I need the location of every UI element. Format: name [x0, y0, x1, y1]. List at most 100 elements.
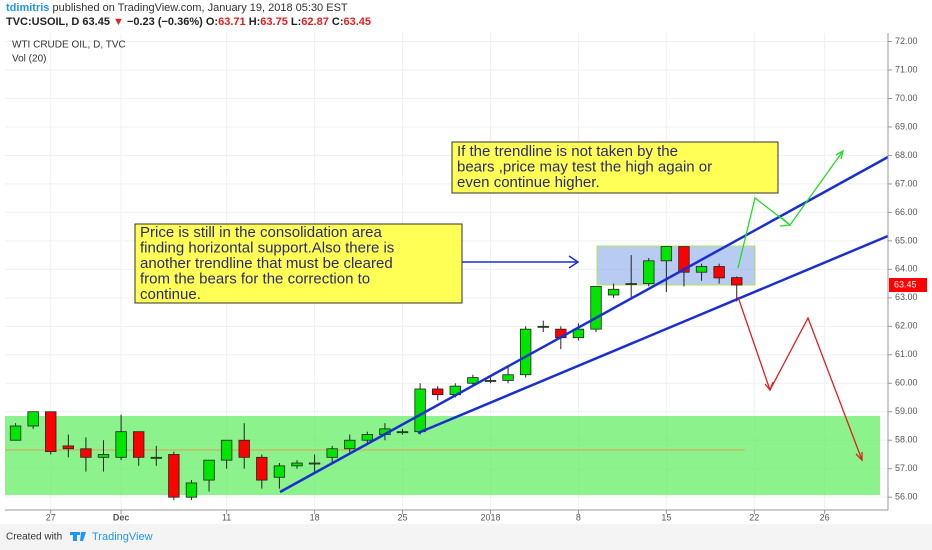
candle-body	[607, 288, 620, 296]
candle-body	[97, 454, 110, 458]
annotation-text: bears ,price may test the high again or	[457, 158, 712, 175]
x-tick-label: 26	[820, 512, 830, 522]
last-price-label: 63.45	[894, 279, 917, 289]
y-tick-label: 62.00	[895, 321, 918, 331]
bear-path	[737, 296, 863, 461]
brand-logo	[70, 532, 86, 541]
last-price-tag	[889, 278, 927, 293]
open-value: 63.71	[218, 16, 246, 28]
candle-body	[256, 456, 268, 481]
candle-body	[660, 246, 673, 262]
y-tick-label: 69.00	[895, 121, 918, 131]
candle-body	[484, 380, 497, 382]
candle-body	[396, 431, 409, 434]
y-tick-label: 65.00	[895, 235, 918, 245]
support-zone	[5, 416, 880, 495]
change-arrow: ▼	[113, 16, 124, 28]
y-tick-label: 68.00	[895, 150, 918, 160]
close-value: 63.45	[343, 16, 371, 28]
y-tick-label: 66.00	[895, 207, 918, 217]
candle-body	[344, 439, 356, 450]
y-tick-label: 58.00	[895, 435, 918, 445]
candle-body	[519, 328, 532, 376]
y-tick-label: 57.00	[895, 463, 918, 473]
candle-body	[502, 374, 514, 381]
candle-body	[731, 277, 743, 286]
candle-body	[45, 411, 57, 453]
candle-body	[27, 411, 39, 427]
candle-body	[203, 459, 215, 481]
annotation-text: from the bears for the correction to	[140, 270, 370, 287]
x-tick-label: 25	[398, 512, 408, 522]
quote-line: TVC:USOIL, D 63.45 ▼ −0.23 (−0.36%) O:63…	[6, 16, 371, 28]
y-tick-label: 71.00	[895, 64, 918, 74]
candle-body	[326, 448, 338, 458]
change: −0.23 (−0.36%)	[127, 16, 203, 28]
annotation-text: finding horizontal support.Also there is	[140, 239, 394, 256]
candle-body	[467, 377, 479, 384]
y-tick-label: 67.00	[895, 178, 918, 188]
candle-body	[115, 431, 127, 458]
candle-body	[432, 388, 444, 396]
consolidation-box	[596, 245, 756, 286]
y-tick-label: 63.00	[895, 292, 918, 302]
candle-body	[62, 445, 74, 450]
symbol: TVC:USOIL, D	[6, 16, 79, 28]
x-tick-label: 8	[576, 512, 581, 522]
candle-body	[150, 456, 162, 459]
x-tick-label: Dec	[113, 512, 130, 522]
brand[interactable]: TradingView	[92, 531, 153, 543]
header-line: tdimitris published on TradingView.com, …	[6, 2, 348, 14]
published: published on TradingView.com, January 19…	[52, 2, 347, 14]
annotation-box	[134, 223, 463, 304]
candle-body	[713, 266, 725, 279]
trendline	[279, 155, 889, 494]
candle-body	[537, 325, 549, 328]
candle-body	[291, 462, 303, 467]
ohlc-label: O:	[206, 16, 218, 28]
candle-body	[273, 465, 286, 478]
annotations: Price is still in the consolidation area…	[140, 143, 712, 303]
last-price: 63.45	[82, 16, 110, 28]
y-tick-label: 61.00	[895, 349, 918, 359]
x-tick-label: 11	[222, 512, 231, 522]
arrow-head	[568, 255, 580, 269]
x-tick-label: 27	[46, 512, 56, 522]
candle-body	[185, 482, 198, 498]
candle-body	[678, 246, 690, 273]
x-tick-label: 2018	[480, 512, 500, 522]
candle-body	[80, 448, 92, 458]
annotation-text: If the trendline is not taken by the	[457, 143, 678, 160]
y-tick-label: 72.00	[895, 36, 918, 46]
candle-body	[133, 431, 145, 458]
candle-body	[643, 260, 655, 285]
footer-bar	[0, 524, 932, 550]
candle-body	[625, 283, 637, 286]
candle-body	[9, 425, 22, 441]
candle-body	[308, 462, 321, 465]
y-tick-label: 56.00	[895, 492, 918, 502]
arrow-head	[764, 381, 774, 392]
candle-body	[572, 328, 585, 339]
candle-body	[220, 439, 233, 461]
candle-body	[238, 439, 250, 458]
low-value: 62.87	[301, 16, 329, 28]
arrow-head	[855, 452, 863, 462]
trendline	[417, 234, 889, 435]
candle-body	[590, 286, 602, 330]
author: tdimitris	[6, 2, 49, 14]
y-tick-label: 70.00	[895, 93, 918, 103]
annotation-text: continue.	[140, 286, 201, 303]
x-tick-label: 15	[661, 512, 671, 522]
annotation-text: Price is still in the consolidation area	[140, 224, 382, 241]
annotation-text: another trendline that must be cleared	[140, 255, 393, 272]
arrow-head	[835, 149, 845, 160]
high-value: 63.75	[260, 16, 288, 28]
footer-text: Created with	[6, 532, 62, 543]
x-tick-label: 18	[310, 512, 320, 522]
y-tick-label: 64.00	[895, 264, 918, 274]
ohlc-label: L:	[291, 16, 301, 28]
x-tick-label: 22	[749, 512, 759, 522]
annotation-text: even continue higher.	[457, 174, 600, 191]
